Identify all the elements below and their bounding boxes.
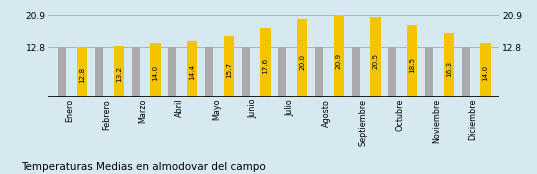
Text: 20.0: 20.0 bbox=[299, 54, 305, 70]
Bar bbox=[77, 47, 87, 97]
Bar bbox=[242, 47, 250, 97]
Text: 14.0: 14.0 bbox=[482, 65, 489, 81]
Bar bbox=[462, 47, 470, 97]
Text: 20.5: 20.5 bbox=[373, 53, 379, 69]
Bar bbox=[278, 47, 286, 97]
Bar bbox=[132, 47, 140, 97]
Text: 18.5: 18.5 bbox=[409, 57, 415, 73]
Bar bbox=[114, 46, 124, 97]
Text: 13.2: 13.2 bbox=[116, 66, 122, 82]
Text: 17.6: 17.6 bbox=[263, 58, 268, 74]
Bar bbox=[425, 47, 433, 97]
Bar bbox=[95, 47, 103, 97]
Bar bbox=[333, 15, 344, 97]
Bar bbox=[352, 47, 360, 97]
Bar bbox=[315, 47, 323, 97]
Text: 20.9: 20.9 bbox=[336, 53, 342, 69]
Bar bbox=[58, 47, 66, 97]
Bar bbox=[388, 47, 396, 97]
Bar bbox=[371, 17, 381, 97]
Bar bbox=[480, 42, 491, 97]
Bar bbox=[260, 28, 271, 97]
Text: 16.3: 16.3 bbox=[446, 61, 452, 77]
Bar bbox=[150, 42, 161, 97]
Text: 14.0: 14.0 bbox=[153, 65, 158, 81]
Bar bbox=[444, 33, 454, 97]
Bar bbox=[223, 36, 234, 97]
Bar bbox=[187, 41, 197, 97]
Text: 15.7: 15.7 bbox=[226, 62, 232, 78]
Bar bbox=[168, 47, 176, 97]
Text: 12.8: 12.8 bbox=[79, 67, 85, 83]
Text: 14.4: 14.4 bbox=[189, 64, 195, 80]
Bar bbox=[407, 25, 417, 97]
Text: Temperaturas Medias en almodovar del campo: Temperaturas Medias en almodovar del cam… bbox=[21, 162, 266, 172]
Bar bbox=[297, 19, 307, 97]
Bar bbox=[205, 47, 213, 97]
